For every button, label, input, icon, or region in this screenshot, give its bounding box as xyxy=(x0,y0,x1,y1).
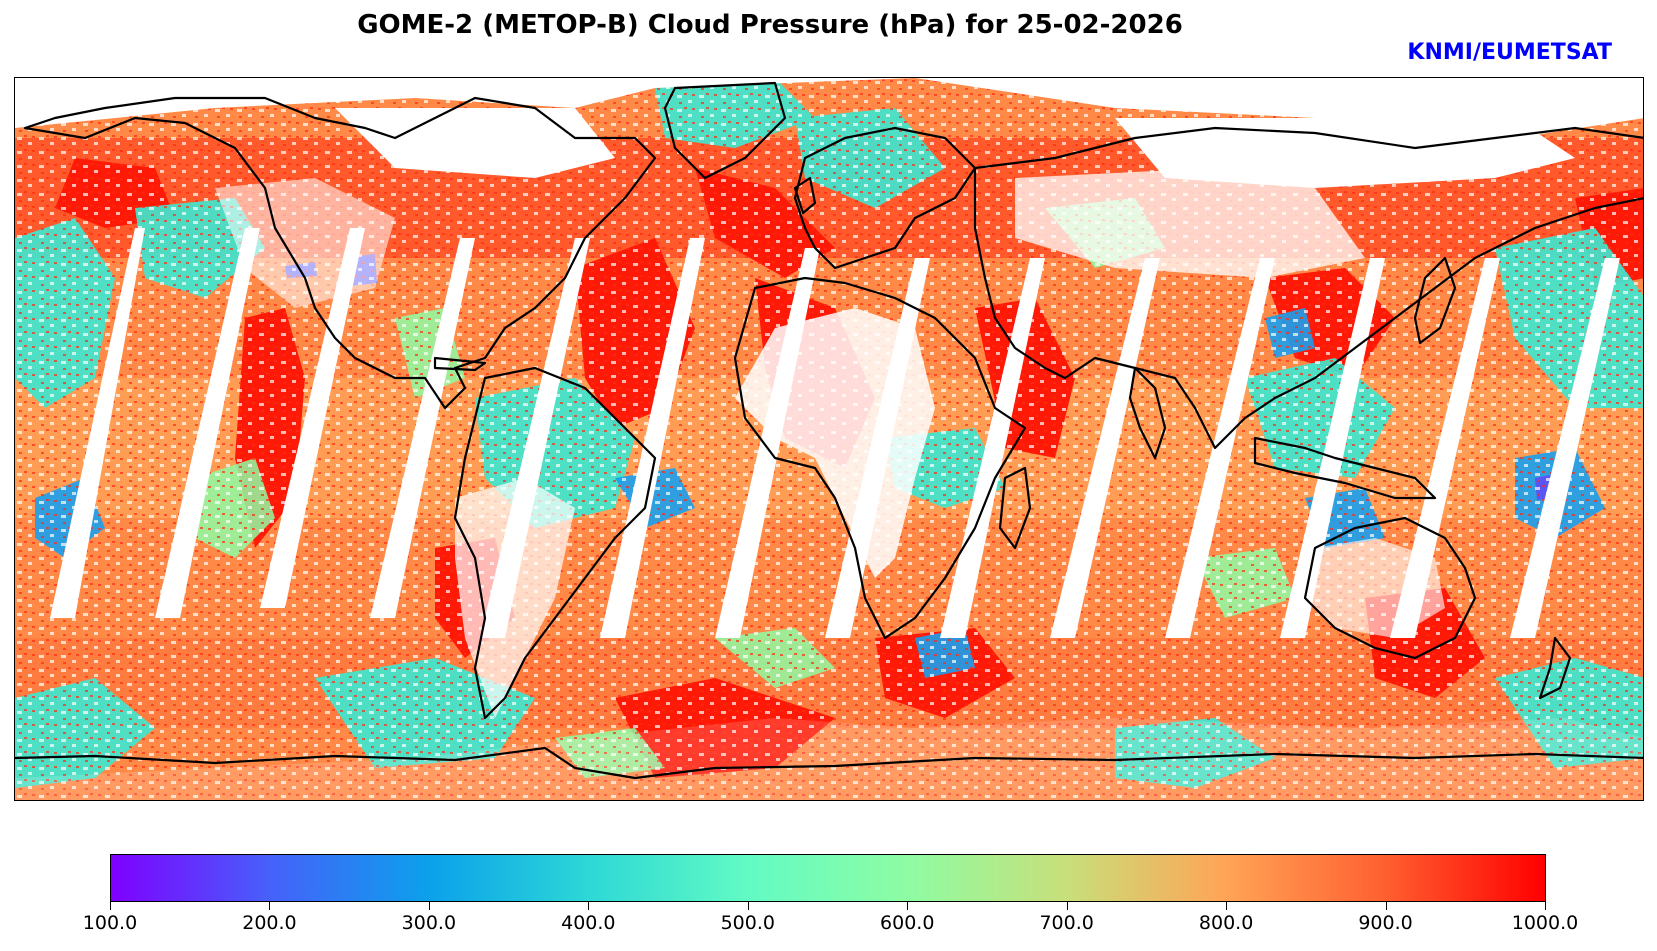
swath-gap-11 xyxy=(1165,258,1275,638)
coastlines xyxy=(15,81,1643,780)
map-panel[interactable] xyxy=(14,77,1644,801)
colorbar-tick-5 xyxy=(907,902,909,910)
colorbar-tick-6 xyxy=(1066,902,1068,910)
coast-north-america xyxy=(23,96,657,410)
swath-gap-13 xyxy=(1390,258,1500,638)
colorbar-tick-9 xyxy=(1545,902,1546,910)
colorbar-tick-3 xyxy=(588,902,590,910)
colorbar-tick-2 xyxy=(428,902,430,910)
coast-japan xyxy=(1413,256,1457,345)
coast-madagascar xyxy=(998,466,1032,550)
colorbar-tick-label: 400.0 xyxy=(561,912,616,934)
no-data-south-america xyxy=(455,478,575,718)
colorbar-tick-label: 600.0 xyxy=(880,912,935,934)
swath-gap-12 xyxy=(1280,258,1385,638)
no-data-regions xyxy=(15,78,1643,800)
no-data-north-america xyxy=(215,178,395,308)
swath-gap-10 xyxy=(1050,258,1160,638)
no-data-asia xyxy=(1015,168,1365,278)
swath-gap-6 xyxy=(600,238,705,638)
world-map xyxy=(15,78,1643,800)
colorbar-tick-label: 200.0 xyxy=(242,912,297,934)
colorbar-tick-label: 500.0 xyxy=(720,912,775,934)
coast-new-zealand xyxy=(1538,636,1572,700)
chart-title: GOME-2 (METOP-B) Cloud Pressure (hPa) fo… xyxy=(357,10,1183,40)
swath-gap-1 xyxy=(50,228,145,618)
credit-label: KNMI/EUMETSAT xyxy=(1407,40,1612,65)
colorbar-tick-0 xyxy=(110,902,111,910)
coast-uk xyxy=(793,176,817,215)
colorbar xyxy=(110,854,1546,902)
coast-europe xyxy=(793,126,977,270)
coast-asia xyxy=(973,126,1643,450)
coast-africa xyxy=(733,276,1027,640)
colorbar-tick-4 xyxy=(747,902,749,910)
coast-greenland xyxy=(663,81,787,180)
colorbar-tick-label: 1000.0 xyxy=(1511,912,1579,934)
coast-south-america xyxy=(453,366,657,720)
coast-india xyxy=(1128,366,1167,460)
colorbar-tick-label: 100.0 xyxy=(82,912,138,934)
no-data-south-pole xyxy=(15,718,1643,800)
swath-gap-14 xyxy=(1510,258,1620,638)
colorbar-tick-7 xyxy=(1226,902,1228,910)
no-data-africa xyxy=(735,308,935,578)
no-data-australia xyxy=(1305,538,1445,638)
swath-gap-4 xyxy=(370,238,475,618)
colorbar-tick-label: 700.0 xyxy=(1039,912,1094,934)
swath-gap-3 xyxy=(260,228,365,608)
coast-antarctica xyxy=(15,746,1643,780)
colorbar-tick-label: 300.0 xyxy=(401,912,457,934)
coast-cuba xyxy=(433,356,487,372)
swath-gap-2 xyxy=(155,228,260,618)
colorbar-tick-1 xyxy=(269,902,271,910)
colorbar-tick-label: 800.0 xyxy=(1198,912,1254,934)
colorbar-tick-label: 900.0 xyxy=(1358,912,1413,934)
coast-indonesia xyxy=(1253,436,1437,500)
colorbar-tick-8 xyxy=(1385,902,1387,910)
coast-australia xyxy=(1303,516,1477,660)
